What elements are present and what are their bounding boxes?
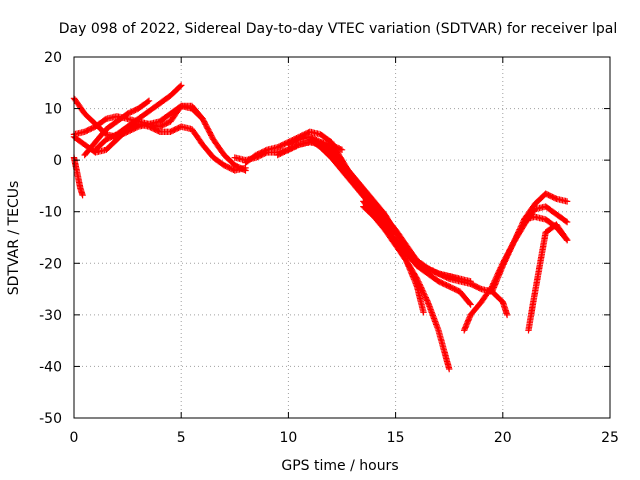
axis-ticks: 0 5 10 15 20 25 -50 -40 -30 -20 -10 0 10 20 (39, 50, 619, 446)
data-point-markers (81, 97, 153, 159)
data-point-markers (521, 213, 571, 244)
data-point-markers (92, 82, 185, 153)
grid (74, 57, 610, 418)
data-series (242, 128, 464, 282)
x-tick-label: 5 (177, 430, 186, 446)
y-tick-label: 0 (53, 153, 62, 169)
data-series (360, 203, 453, 373)
plot-frame (73, 56, 611, 419)
y-tick-label: 20 (44, 50, 62, 66)
chart-title: Day 098 of 2022, Sidereal Day-to-day VTE… (59, 21, 617, 37)
data-series (285, 133, 511, 319)
y-tick-label: 10 (44, 102, 62, 118)
y-tick-label: -30 (39, 308, 62, 324)
x-tick-label: 0 (70, 430, 79, 446)
data-point-markers (285, 133, 511, 319)
x-tick-label: 15 (387, 430, 405, 446)
data-series (70, 154, 86, 199)
plot-area (70, 82, 571, 373)
data-series (521, 213, 571, 244)
y-tick-label: -40 (39, 359, 62, 375)
y-axis-label: SDTVAR / TECUs (6, 181, 22, 296)
data-series (81, 97, 153, 159)
y-tick-label: -10 (39, 205, 62, 221)
y-tick-label: -20 (39, 256, 62, 272)
x-tick-label: 20 (494, 430, 512, 446)
data-series (92, 82, 185, 153)
x-axis-label: GPS time / hours (281, 458, 398, 474)
x-tick-label: 10 (279, 430, 297, 446)
data-point-markers (360, 203, 453, 373)
y-tick-label: -50 (39, 411, 62, 427)
data-point-markers (70, 154, 86, 199)
data-point-markers (242, 128, 464, 282)
data-point-markers (488, 203, 571, 295)
data-series (488, 203, 571, 295)
x-tick-label: 25 (601, 430, 619, 446)
